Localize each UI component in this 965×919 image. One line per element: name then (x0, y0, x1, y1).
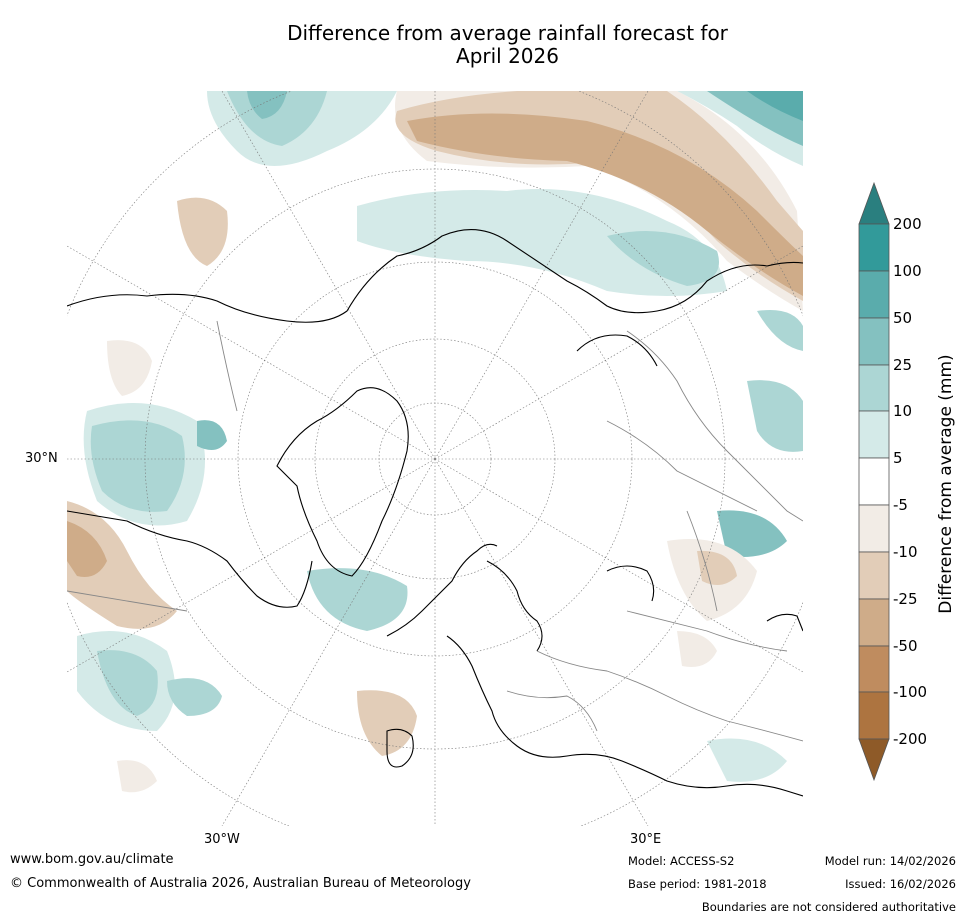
model-run-text: Model run: 14/02/2026 (824, 854, 956, 868)
drier-anomaly-patches (67, 91, 803, 793)
colorbar-segment-n50-n100 (858, 645, 890, 693)
colorbar-tick-5: 5 (893, 449, 903, 467)
colorbar-tick-10: 10 (893, 402, 913, 420)
colorbar-segment-n100-n200 (858, 691, 890, 740)
longitude-label-30w: 30°W (204, 832, 240, 847)
colorbar-tick-neg200: -200 (893, 730, 928, 748)
colorbar-under-arrow (858, 738, 890, 782)
title-line-1: Difference from average rainfall forecas… (287, 21, 728, 45)
colorbar-tick-neg5: -5 (893, 496, 908, 514)
colorbar-segment-n25-n50 (858, 598, 890, 647)
map-canvas (67, 91, 803, 826)
colorbar-segment-100-200 (858, 223, 890, 272)
title-line-2: April 2026 (456, 44, 559, 68)
colorbar-tick-25: 25 (893, 356, 913, 374)
colorbar-segment-5-10 (858, 410, 890, 459)
colorbar-segment-neutral (858, 457, 890, 506)
longitude-label-30e: 30°E (630, 832, 662, 847)
colorbar-segment-10-25 (858, 364, 890, 412)
rainfall-map[interactable] (67, 91, 803, 826)
colorbar-tick-neg10: -10 (893, 543, 918, 561)
colorbar-segment-25-50 (858, 317, 890, 366)
colorbar-segment-n10-n25 (858, 551, 890, 600)
colorbar-over-arrow (858, 181, 890, 225)
colorbar-label: Difference from average (mm) (936, 354, 956, 614)
graticule (67, 91, 803, 826)
wetter-anomaly-patches (77, 91, 803, 782)
latitude-label-30n: 30°N (25, 451, 58, 466)
country-borders (67, 320, 803, 742)
issued-text: Issued: 16/02/2026 (845, 877, 956, 891)
colorbar-segment-n5-n10 (858, 504, 890, 553)
model-text: Model: ACCESS-S2 (628, 854, 735, 868)
colorbar-tick-200: 200 (893, 215, 922, 233)
colorbar-segment-50-100 (858, 270, 890, 319)
colorbar-tick-neg50: -50 (893, 637, 918, 655)
colorbar-tick-100: 100 (893, 262, 922, 280)
copyright-text: © Commonwealth of Australia 2026, Austra… (10, 876, 471, 891)
base-period-text: Base period: 1981-2018 (628, 877, 767, 891)
disclaimer-text: Boundaries are not considered authoritat… (701, 900, 956, 914)
coastlines (67, 229, 803, 797)
website-link[interactable]: www.bom.gov.au/climate (10, 852, 174, 867)
colorbar-tick-50: 50 (893, 309, 913, 327)
colorbar-tick-neg25: -25 (893, 590, 918, 608)
colorbar-tick-neg100: -100 (893, 683, 928, 701)
map-title: Difference from average rainfall forecas… (200, 22, 815, 68)
